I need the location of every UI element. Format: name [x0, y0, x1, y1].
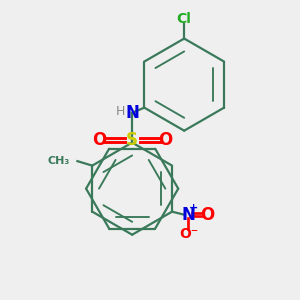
Text: N: N — [182, 206, 195, 224]
Text: O: O — [201, 206, 215, 224]
Text: O⁻: O⁻ — [179, 227, 198, 241]
Text: CH₃: CH₃ — [48, 156, 70, 166]
Text: H: H — [116, 106, 126, 118]
Text: Cl: Cl — [177, 12, 192, 26]
Text: +: + — [189, 203, 198, 213]
Text: O: O — [92, 130, 106, 148]
Text: O: O — [158, 130, 172, 148]
Text: N: N — [125, 104, 139, 122]
Text: S: S — [126, 130, 138, 148]
